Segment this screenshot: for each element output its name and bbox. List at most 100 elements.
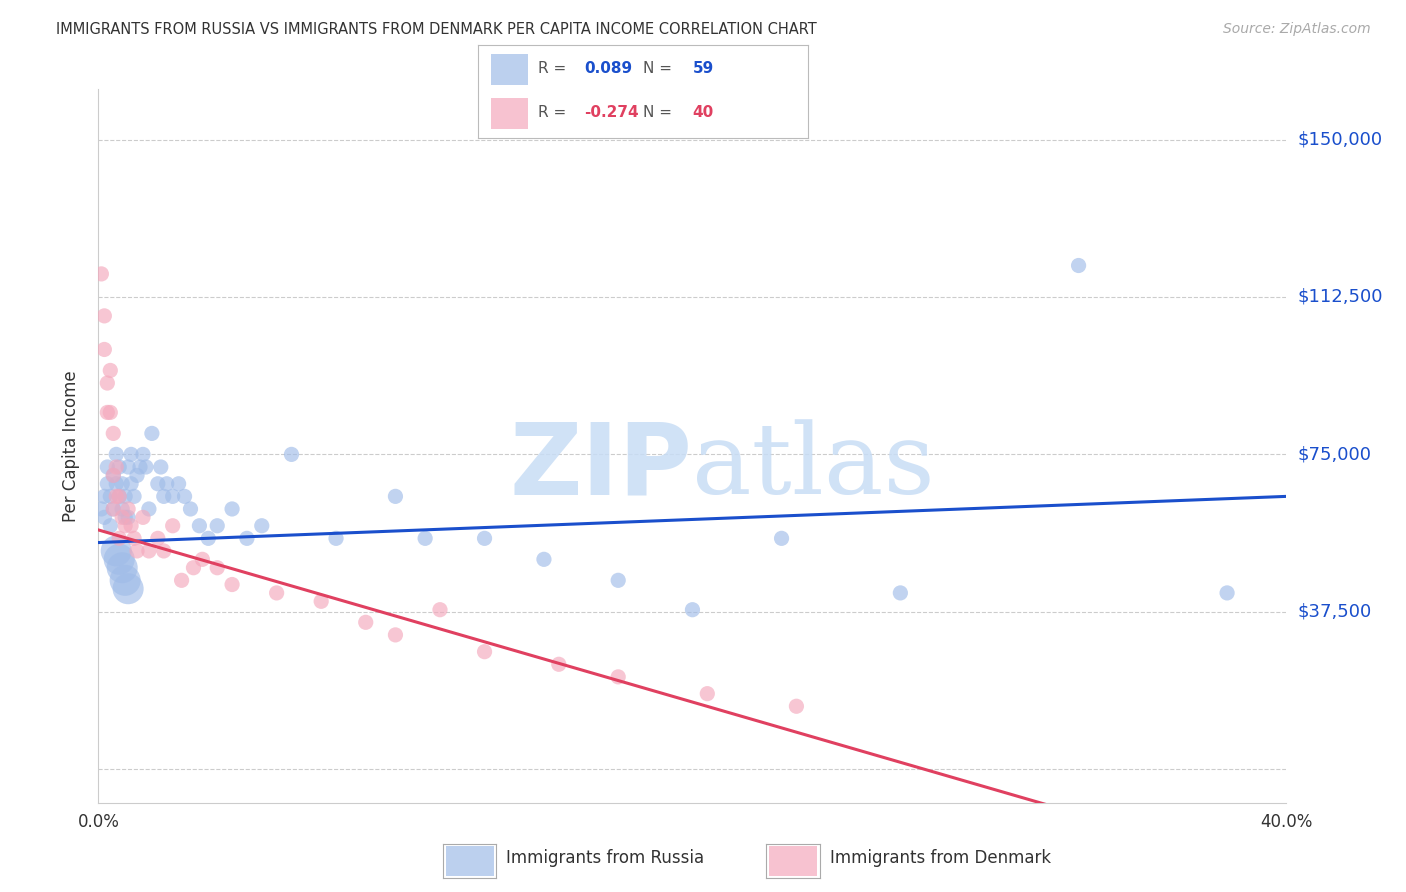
Point — [138, 544, 160, 558]
Point — [93, 489, 115, 503]
Point — [114, 574, 136, 588]
Point — [266, 586, 288, 600]
Point — [547, 657, 569, 672]
Point — [125, 468, 148, 483]
Point — [156, 476, 179, 491]
Point — [681, 603, 703, 617]
Point — [103, 502, 125, 516]
Point — [132, 510, 155, 524]
Text: atlas: atlas — [692, 419, 935, 516]
Point — [122, 489, 145, 503]
Point — [152, 544, 174, 558]
Point — [105, 476, 128, 491]
Point — [117, 510, 139, 524]
Text: Source: ZipAtlas.com: Source: ZipAtlas.com — [1223, 22, 1371, 37]
Point — [170, 574, 193, 588]
Point — [236, 532, 259, 546]
Point — [111, 510, 134, 524]
Point — [205, 560, 228, 574]
Point — [696, 687, 718, 701]
Point — [125, 544, 148, 558]
Text: R =: R = — [537, 105, 571, 120]
Text: -0.274: -0.274 — [583, 105, 638, 120]
Point — [1216, 586, 1239, 600]
Point — [129, 460, 152, 475]
Point — [889, 586, 911, 600]
Y-axis label: Per Capita Income: Per Capita Income — [62, 370, 80, 522]
Point — [114, 518, 136, 533]
Point — [108, 532, 131, 546]
Text: $37,500: $37,500 — [1298, 603, 1372, 621]
Point — [93, 343, 115, 357]
Text: 0.089: 0.089 — [583, 62, 631, 77]
Point — [114, 489, 136, 503]
Point — [98, 405, 121, 419]
Point — [111, 502, 134, 516]
Point — [413, 532, 436, 546]
Point — [474, 645, 496, 659]
Point — [108, 460, 131, 475]
Text: Immigrants from Denmark: Immigrants from Denmark — [830, 849, 1050, 867]
Point — [429, 603, 451, 617]
Point — [105, 544, 128, 558]
Point — [96, 376, 118, 390]
Point — [354, 615, 377, 630]
Point — [474, 532, 496, 546]
Point — [103, 468, 125, 483]
Point — [90, 267, 112, 281]
Point — [785, 699, 807, 714]
Point — [205, 518, 228, 533]
Text: 59: 59 — [693, 62, 714, 77]
Bar — [491, 98, 527, 129]
Point — [607, 574, 630, 588]
Point — [221, 577, 243, 591]
Point — [197, 532, 219, 546]
Point — [120, 447, 142, 461]
Point — [173, 489, 195, 503]
Point — [149, 460, 172, 475]
Bar — [491, 54, 527, 85]
Text: N =: N = — [644, 105, 678, 120]
Point — [117, 502, 139, 516]
Point — [105, 447, 128, 461]
Point — [117, 582, 139, 596]
Point — [280, 447, 302, 461]
Text: N =: N = — [644, 62, 678, 77]
Point — [98, 518, 121, 533]
Point — [1067, 259, 1090, 273]
Point — [96, 460, 118, 475]
Text: ZIP: ZIP — [509, 419, 692, 516]
Point — [96, 405, 118, 419]
Point — [221, 502, 243, 516]
Point — [120, 518, 142, 533]
Point — [607, 670, 630, 684]
Point — [108, 489, 131, 503]
Point — [179, 502, 201, 516]
Text: IMMIGRANTS FROM RUSSIA VS IMMIGRANTS FROM DENMARK PER CAPITA INCOME CORRELATION : IMMIGRANTS FROM RUSSIA VS IMMIGRANTS FRO… — [56, 22, 817, 37]
Point — [384, 628, 406, 642]
Point — [108, 489, 131, 503]
Point — [188, 518, 211, 533]
Point — [120, 476, 142, 491]
Point — [162, 489, 184, 503]
Text: Immigrants from Russia: Immigrants from Russia — [506, 849, 704, 867]
Point — [132, 447, 155, 461]
Point — [98, 489, 121, 503]
Point — [111, 476, 134, 491]
Point — [117, 460, 139, 475]
Text: $112,500: $112,500 — [1298, 288, 1384, 306]
Point — [250, 518, 273, 533]
Point — [384, 489, 406, 503]
Point — [90, 502, 112, 516]
Text: $150,000: $150,000 — [1298, 130, 1382, 149]
Point — [533, 552, 555, 566]
Text: R =: R = — [537, 62, 571, 77]
Point — [103, 468, 125, 483]
Point — [111, 560, 134, 574]
Point — [122, 532, 145, 546]
Point — [191, 552, 214, 566]
Point — [183, 560, 205, 574]
Point — [105, 460, 128, 475]
Point — [105, 489, 128, 503]
Text: 40: 40 — [693, 105, 714, 120]
